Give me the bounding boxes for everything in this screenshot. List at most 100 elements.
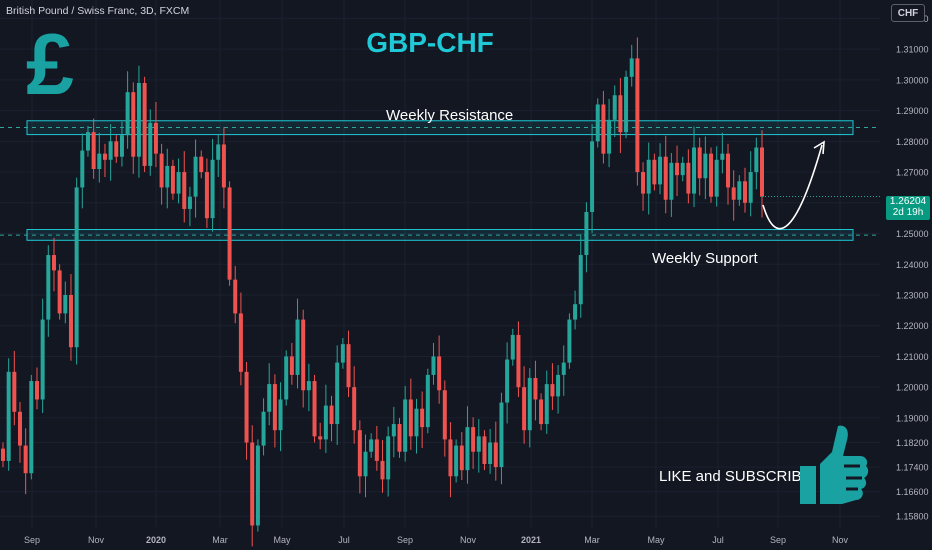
price-axis: 1.320001.310001.300001.290001.280001.270… <box>896 14 929 522</box>
candle-body <box>363 451 368 477</box>
candle-body <box>323 405 328 440</box>
candle-body <box>182 172 187 209</box>
candle-body <box>97 153 102 170</box>
candle-body <box>431 356 436 375</box>
candle-body <box>737 181 742 200</box>
y-tick-label: 1.18200 <box>896 438 929 448</box>
x-tick-label: Jul <box>338 535 350 545</box>
candle-body <box>210 159 215 219</box>
candle-body <box>652 159 657 185</box>
thumbs-up-icon <box>800 425 869 504</box>
currency-badge[interactable]: CHF <box>891 4 925 22</box>
candle-body <box>743 181 748 203</box>
candle-body <box>125 92 130 136</box>
candle-body <box>465 427 470 471</box>
candle-body <box>238 313 243 372</box>
candle-body <box>754 147 759 173</box>
candle-body <box>544 384 549 425</box>
y-tick-label: 1.20000 <box>896 383 929 393</box>
candle-body <box>159 153 164 188</box>
candle-body <box>459 445 464 471</box>
candle-body <box>204 172 209 219</box>
candle-body <box>216 144 221 160</box>
candle-body <box>748 172 753 203</box>
candle-body <box>482 436 487 465</box>
candle-body <box>561 362 566 375</box>
candle-body <box>221 144 226 188</box>
candle-body <box>573 304 578 320</box>
zones-layer <box>0 120 880 241</box>
y-tick-label: 1.28000 <box>896 137 929 147</box>
y-tick-label: 1.17400 <box>896 463 929 473</box>
candle-body <box>391 424 396 437</box>
x-tick-label: Mar <box>212 535 228 545</box>
candle-body <box>590 141 595 213</box>
candle-body <box>165 165 170 188</box>
x-tick-label: May <box>647 535 665 545</box>
y-tick-label: 1.16600 <box>896 487 929 497</box>
candle-body <box>46 255 51 320</box>
candle-body <box>533 377 538 400</box>
projection-arrow <box>762 144 823 230</box>
candle-body <box>102 153 107 160</box>
candle-body <box>51 255 56 271</box>
candle-body <box>658 156 663 185</box>
candle-body <box>731 187 736 200</box>
x-tick-label: Nov <box>832 535 849 545</box>
candle-body <box>641 172 646 194</box>
x-tick-label: Nov <box>88 535 105 545</box>
candle-body <box>408 399 413 437</box>
candles-layer <box>1 37 880 547</box>
candle-body <box>414 408 419 437</box>
candle-body <box>17 411 22 446</box>
candle-body <box>255 445 260 526</box>
y-tick-label: 1.19000 <box>896 413 929 423</box>
candle-body <box>6 371 11 461</box>
candle-body <box>703 153 708 179</box>
x-tick-label: Mar <box>584 535 600 545</box>
candle-body <box>267 384 272 412</box>
candle-body <box>63 294 68 314</box>
bar-countdown: 2d 19h <box>892 207 924 218</box>
pound-sterling-icon: £ <box>26 17 74 113</box>
candle-body <box>629 58 634 77</box>
candle-body <box>295 319 300 375</box>
resistance-label: Weekly Resistance <box>386 107 514 124</box>
candle-body <box>386 436 391 480</box>
y-tick-label: 1.27000 <box>896 168 929 178</box>
candle-body <box>227 187 232 280</box>
candle-body <box>148 122 153 166</box>
candle-body <box>420 408 425 428</box>
candle-body <box>709 153 714 197</box>
x-tick-label: Sep <box>397 535 413 545</box>
candle-body <box>233 279 238 314</box>
symbol-title[interactable]: British Pound / Swiss Franc, 3D, FXCM <box>6 5 190 17</box>
candle-body <box>352 387 357 431</box>
candle-body <box>714 159 719 197</box>
candle-body <box>119 135 124 157</box>
candle-body <box>261 411 266 446</box>
candle-body <box>556 374 561 397</box>
candle-body <box>697 147 702 179</box>
candle-body <box>306 381 311 391</box>
candle-body <box>136 82 141 157</box>
candle-body <box>618 95 623 133</box>
candle-body <box>318 436 323 440</box>
candle-body <box>720 153 725 160</box>
candle-body <box>635 58 640 173</box>
candle-body <box>488 442 493 465</box>
y-tick-label: 1.15800 <box>896 512 929 522</box>
candle-body <box>369 439 374 452</box>
chart-title: GBP-CHF <box>366 27 494 58</box>
candle-body <box>34 381 39 400</box>
candle-body <box>675 162 680 176</box>
x-tick-label: Jul <box>712 535 724 545</box>
support-label: Weekly Support <box>652 250 758 267</box>
y-tick-label: 1.25000 <box>896 229 929 239</box>
candle-body <box>374 439 379 461</box>
candle-body <box>68 294 73 348</box>
candle-body <box>584 212 589 256</box>
last-price: 1.26204 <box>889 196 927 207</box>
candle-body <box>499 402 504 468</box>
